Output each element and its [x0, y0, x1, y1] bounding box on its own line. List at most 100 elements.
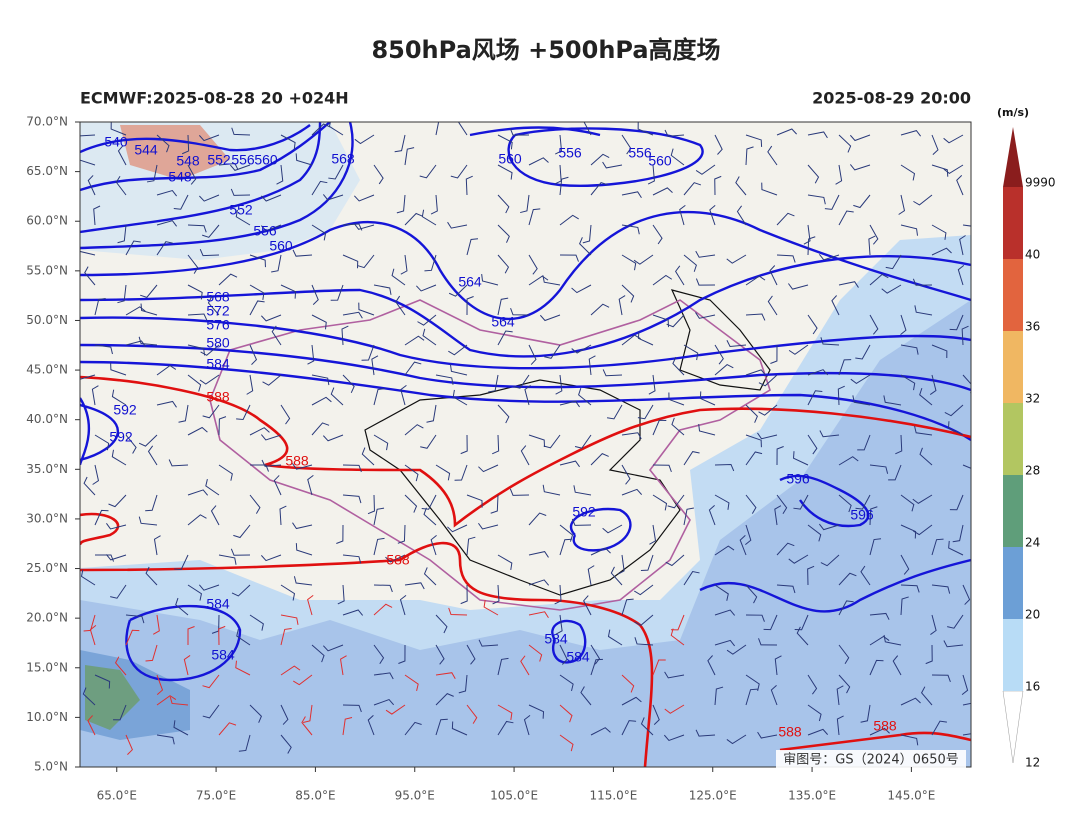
wind-barb	[571, 344, 592, 354]
wind-barb	[460, 434, 468, 455]
wind-barb	[573, 485, 592, 496]
wind-barb	[776, 542, 795, 556]
wind-barb	[367, 494, 375, 515]
contour-label: 588	[285, 453, 309, 469]
wind-barb	[260, 314, 282, 322]
national-border	[209, 299, 771, 611]
wind-barb	[145, 644, 158, 662]
wind-barb	[395, 295, 406, 316]
wind-barb	[621, 284, 635, 303]
contour-label: 572	[206, 303, 230, 319]
wind-barb	[836, 715, 844, 736]
wind-barb	[231, 584, 251, 597]
wind-barb	[361, 447, 375, 466]
wind-barb	[199, 248, 220, 257]
wind-barb	[478, 464, 499, 473]
wind-barb	[173, 720, 189, 736]
wind-barb	[671, 417, 685, 436]
wind-barb	[850, 374, 871, 385]
wind-barb	[578, 388, 592, 406]
wind-barb	[311, 123, 331, 136]
wind-barb	[373, 698, 395, 706]
wind-barb	[698, 423, 716, 436]
wind-barb	[89, 624, 97, 646]
wind-barb	[117, 284, 127, 304]
wind-barb	[948, 540, 964, 556]
wind-barb	[280, 614, 299, 625]
x-tick-label: 125.0°E	[689, 789, 737, 803]
wind-barb	[235, 209, 251, 226]
wind-barb	[695, 312, 716, 319]
wind-barb	[260, 434, 282, 441]
wind-barb	[202, 674, 220, 689]
wind-barb	[273, 475, 282, 496]
wind-barb	[602, 524, 623, 534]
wind-barb	[187, 254, 199, 274]
contour-label: 584	[211, 647, 235, 663]
wind-barb	[451, 721, 468, 736]
contour-label: 560	[269, 238, 293, 254]
wind-barb	[466, 704, 478, 724]
contour-label: 552	[229, 202, 253, 218]
contour-label: 544	[134, 142, 158, 158]
wind-barb	[883, 395, 902, 406]
wind-barb	[478, 639, 499, 647]
wind-barb	[478, 522, 499, 530]
wind-barb	[293, 576, 313, 586]
wind-barb	[709, 204, 716, 226]
wind-barb	[138, 516, 158, 526]
wind-barb	[218, 722, 237, 736]
wind-barb	[492, 434, 500, 455]
wind-barb	[579, 237, 592, 256]
wind-barb	[311, 180, 328, 196]
wind-barb	[649, 524, 657, 545]
wind-barb	[794, 614, 809, 631]
wind-barb	[181, 134, 190, 155]
wind-barb	[714, 686, 724, 706]
wind-barb	[373, 644, 385, 665]
wind-barb	[528, 275, 549, 286]
wind-barb	[187, 626, 195, 646]
wind-barb	[621, 464, 631, 485]
wind-barb	[931, 344, 948, 358]
wind-barb	[497, 224, 510, 243]
wind-barb	[199, 374, 220, 385]
wind-barb	[448, 284, 468, 297]
wind-barb	[695, 164, 716, 175]
wind-barb	[559, 644, 568, 665]
wind-barb	[497, 704, 513, 720]
wind-barb	[666, 314, 685, 328]
wind-barb	[838, 674, 851, 694]
wind-barb	[900, 554, 910, 575]
wind-barb	[391, 268, 406, 286]
wind-barb	[435, 614, 448, 634]
y-tick-label: 35.0°N	[26, 462, 68, 476]
wind-barb	[342, 374, 355, 394]
wind-barb	[497, 164, 513, 180]
wind-barb	[156, 134, 170, 153]
wind-barb	[466, 296, 474, 316]
wind-barb	[336, 524, 344, 544]
wind-barb	[559, 214, 579, 226]
wind-barb	[544, 344, 561, 359]
wind-barb	[888, 464, 902, 481]
colorbar-segment	[1003, 187, 1023, 259]
wind-barb	[621, 134, 632, 155]
wind-barb	[835, 164, 843, 185]
wind-barb	[931, 584, 951, 594]
wind-barb	[490, 494, 499, 514]
wind-barb	[94, 434, 110, 451]
wind-barb	[420, 434, 437, 449]
wind-barb	[869, 224, 879, 245]
wind-barb	[900, 224, 919, 236]
wind-barb	[114, 656, 127, 676]
contour-label: 556	[558, 145, 582, 161]
wind-barb	[84, 266, 96, 286]
wind-barb	[869, 727, 890, 736]
wind-barb	[295, 543, 313, 556]
wind-barb	[373, 434, 389, 451]
y-tick-label: 70.0°N	[26, 115, 68, 129]
contour-label: 540	[104, 134, 128, 150]
wind-barb	[745, 451, 763, 466]
contour-label: 592	[109, 429, 133, 445]
